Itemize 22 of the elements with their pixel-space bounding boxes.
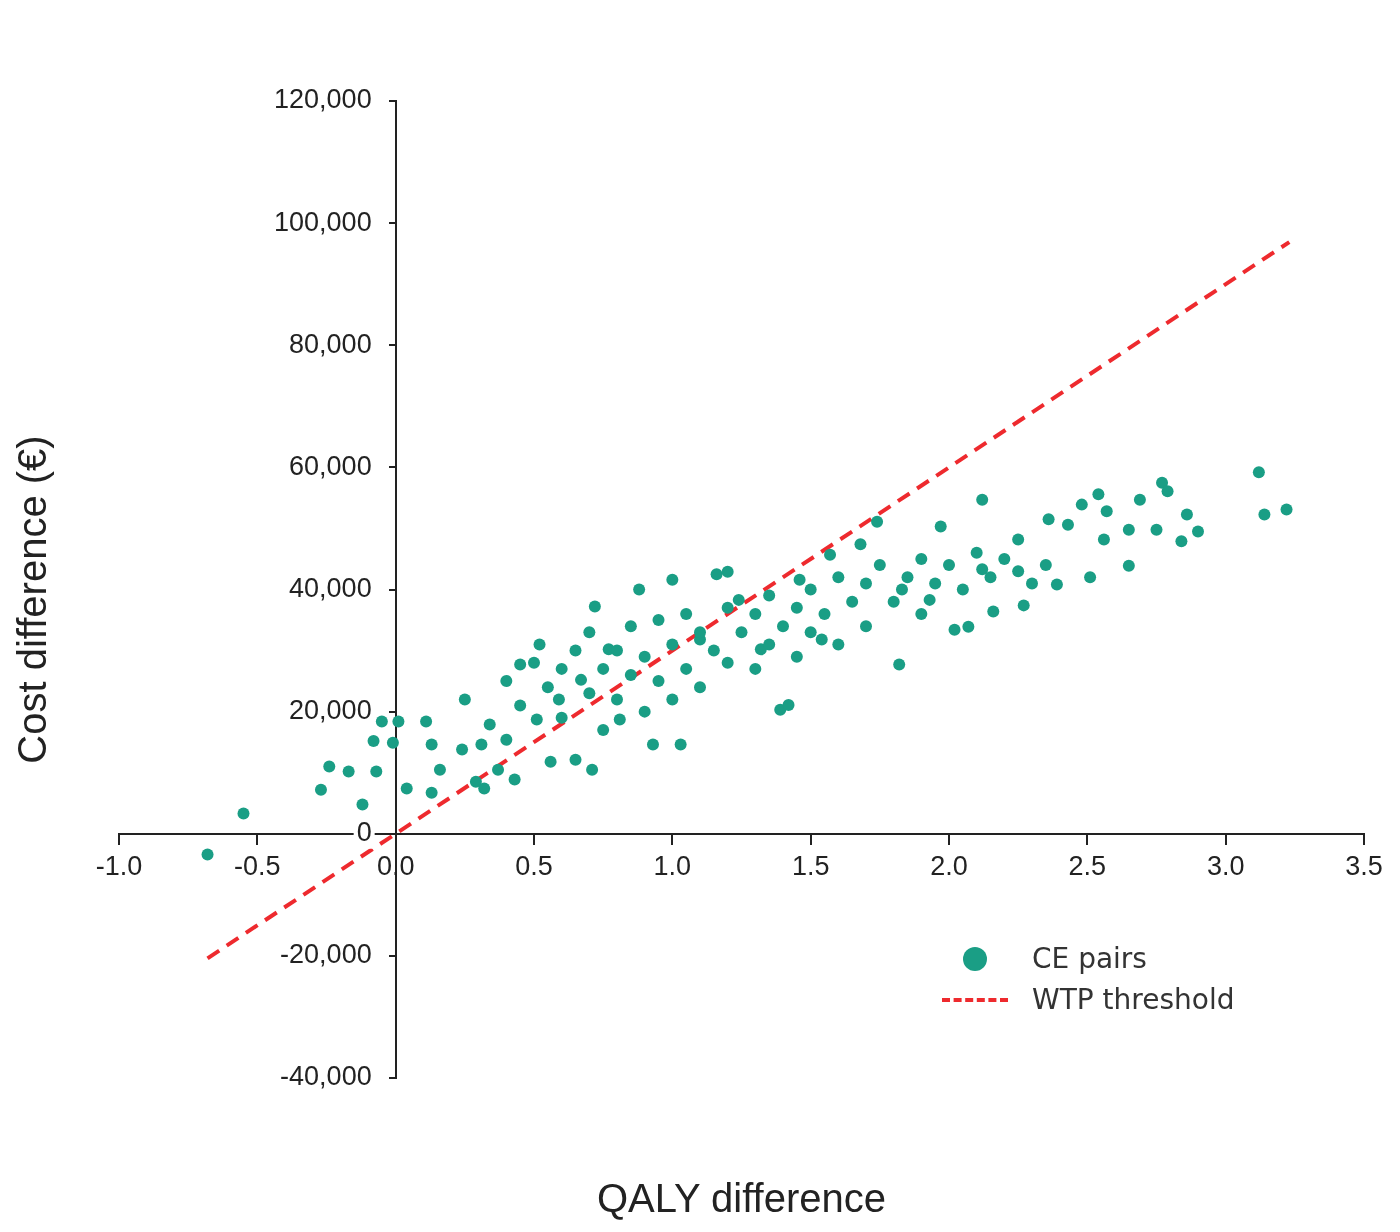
x-axis-title: QALY difference [596,1176,887,1220]
x-tick-label: 2.0 [930,851,968,882]
x-tick-label: -0.5 [234,851,281,882]
x-tick-label: -1.0 [95,851,143,882]
y-tick-label: 20,000 [289,695,372,726]
x-tick-label: 2.5 [1068,851,1107,882]
y-tick-label: -40,000 [280,1061,372,1092]
legend-label: WTP threshold [1032,983,1235,1016]
y-axis-title: Cost difference (€) [10,435,54,764]
x-tick-label: 0.5 [515,851,553,882]
y-tick-label: 120,000 [274,84,372,115]
x-tick-label: 3.0 [1206,851,1245,882]
x-tick-label: 3.5 [1345,851,1383,882]
y-tick-label: 0 [356,817,372,848]
legend-label: CE pairs [1032,942,1147,975]
y-tick-label: 40,000 [289,572,372,603]
y-tick-label: 100,000 [274,206,372,237]
y-tick-label: -20,000 [280,939,372,970]
x-tick-label: 1.5 [791,851,830,882]
y-tick-label: 80,000 [289,328,372,359]
y-tick-label: 60,000 [289,450,372,481]
x-tick-label: 1.0 [653,851,692,882]
